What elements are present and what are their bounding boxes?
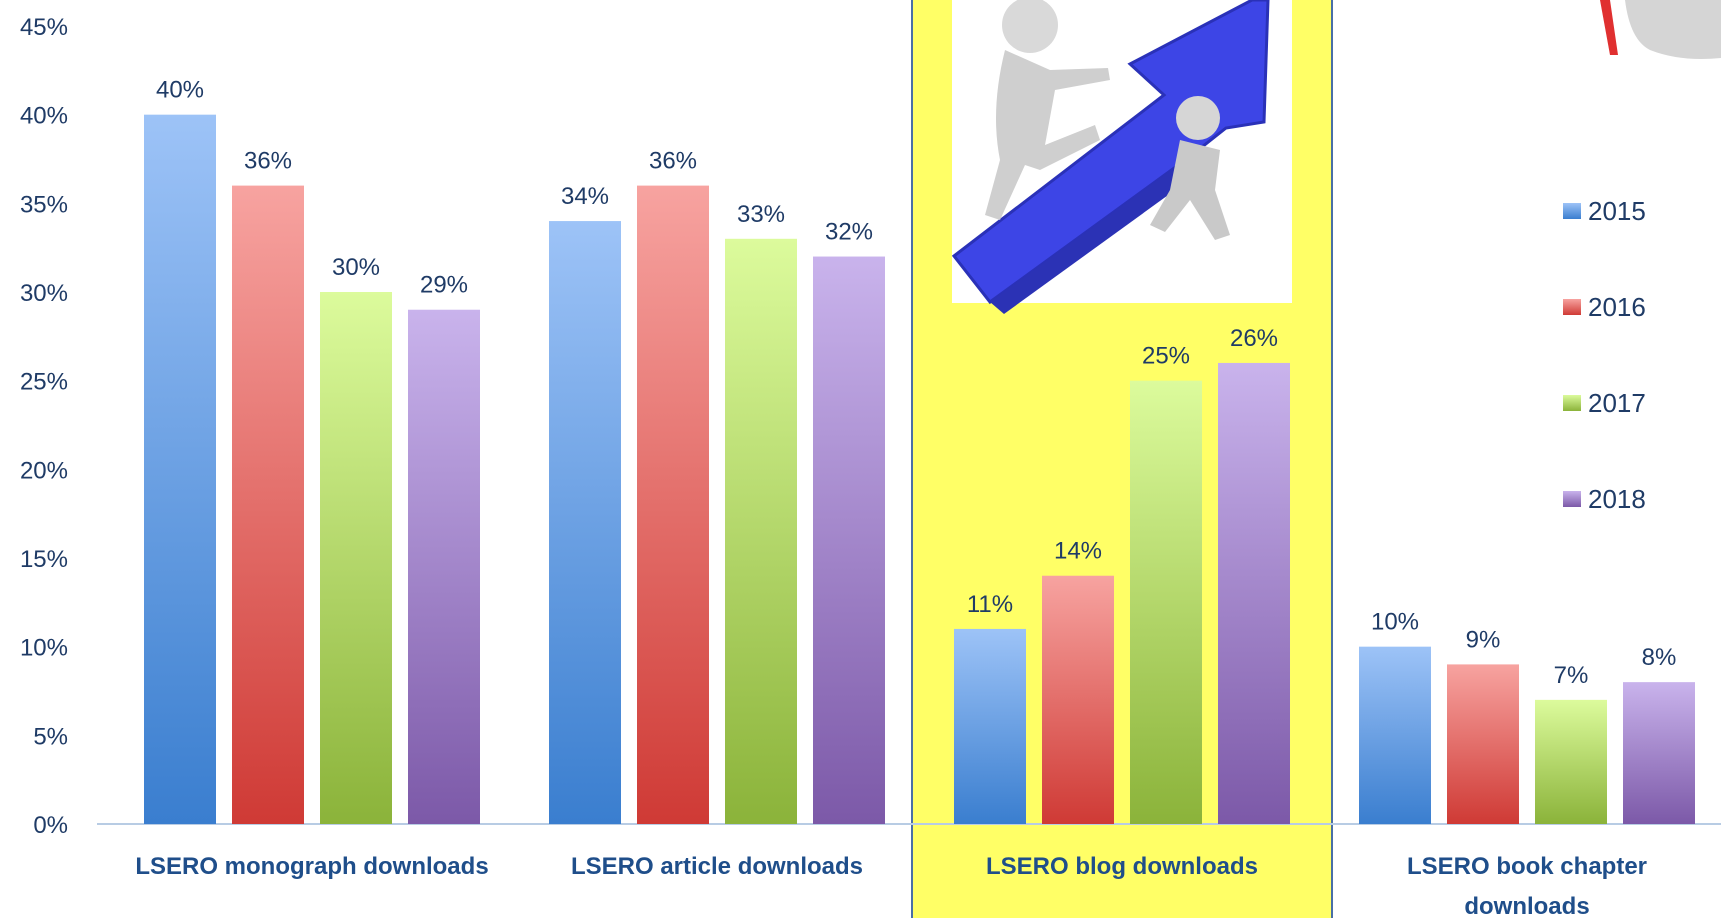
data-label: 30% xyxy=(332,254,380,281)
data-label: 10% xyxy=(1371,609,1419,636)
y-tick-label: 0% xyxy=(33,812,68,839)
bar-2017-cat-2 xyxy=(1130,381,1202,824)
data-label: 26% xyxy=(1230,325,1278,352)
data-label: 34% xyxy=(561,183,609,210)
legend-label: 2018 xyxy=(1588,484,1646,514)
y-tick-label: 35% xyxy=(20,191,68,218)
legend-swatch xyxy=(1563,299,1581,315)
y-tick-label: 45% xyxy=(20,14,68,41)
bar-2015-cat-0 xyxy=(144,115,216,824)
y-tick-label: 15% xyxy=(20,546,68,573)
bar-2017-cat-0 xyxy=(320,292,392,824)
bar-2016-cat-1 xyxy=(637,186,709,824)
data-label: 33% xyxy=(737,201,785,228)
bar-2018-cat-3 xyxy=(1623,682,1695,824)
data-label: 7% xyxy=(1554,662,1589,689)
bar-2016-cat-2 xyxy=(1042,576,1114,824)
category-label: downloads xyxy=(1464,893,1589,918)
bar-2015-cat-3 xyxy=(1359,647,1431,824)
data-label: 40% xyxy=(156,77,204,104)
data-label: 8% xyxy=(1642,644,1677,671)
y-tick-label: 30% xyxy=(20,280,68,307)
bar-2015-cat-1 xyxy=(549,221,621,824)
legend-swatch xyxy=(1563,491,1581,507)
data-label: 29% xyxy=(420,272,468,299)
bar-2018-cat-0 xyxy=(408,310,480,824)
bar-2016-cat-3 xyxy=(1447,664,1519,824)
legend-label: 2016 xyxy=(1588,292,1646,322)
data-label: 32% xyxy=(825,219,873,246)
legend-swatch xyxy=(1563,203,1581,219)
data-label: 9% xyxy=(1466,626,1501,653)
bar-2015-cat-2 xyxy=(954,629,1026,824)
rising-arrow-illustration xyxy=(952,0,1292,314)
legend-swatch xyxy=(1563,395,1581,411)
bar-2017-cat-1 xyxy=(725,239,797,824)
bar-2017-cat-3 xyxy=(1535,700,1607,824)
y-tick-label: 10% xyxy=(20,635,68,662)
y-tick-label: 40% xyxy=(20,103,68,130)
category-label: LSERO book chapter xyxy=(1407,853,1647,880)
legend-label: 2015 xyxy=(1588,196,1646,226)
data-label: 11% xyxy=(967,591,1013,618)
y-tick-label: 5% xyxy=(33,723,68,750)
category-label: LSERO article downloads xyxy=(571,853,863,880)
data-label: 36% xyxy=(649,148,697,175)
category-label: LSERO blog downloads xyxy=(986,853,1258,880)
data-label: 14% xyxy=(1054,538,1102,565)
legend-label: 2017 xyxy=(1588,388,1646,418)
y-tick-label: 25% xyxy=(20,369,68,396)
figure-illustration xyxy=(1600,0,1721,59)
data-label: 36% xyxy=(244,148,292,175)
bar-2018-cat-2 xyxy=(1218,363,1290,824)
bar-2016-cat-0 xyxy=(232,186,304,824)
y-tick-label: 20% xyxy=(20,457,68,484)
data-label: 25% xyxy=(1142,343,1190,370)
bar-2018-cat-1 xyxy=(813,257,885,824)
category-label: LSERO monograph downloads xyxy=(135,853,488,880)
